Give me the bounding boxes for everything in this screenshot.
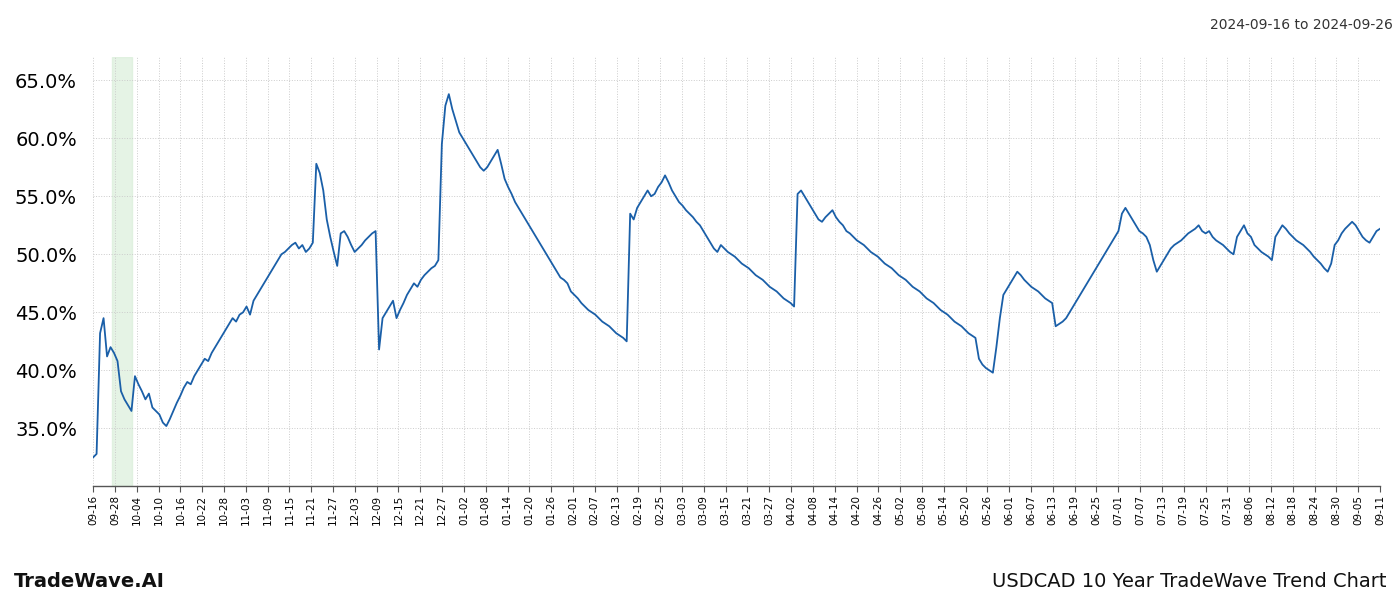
Text: 2024-09-16 to 2024-09-26: 2024-09-16 to 2024-09-26 [1210,18,1393,32]
Text: USDCAD 10 Year TradeWave Trend Chart: USDCAD 10 Year TradeWave Trend Chart [991,572,1386,591]
Text: TradeWave.AI: TradeWave.AI [14,572,165,591]
Bar [112,57,132,487]
